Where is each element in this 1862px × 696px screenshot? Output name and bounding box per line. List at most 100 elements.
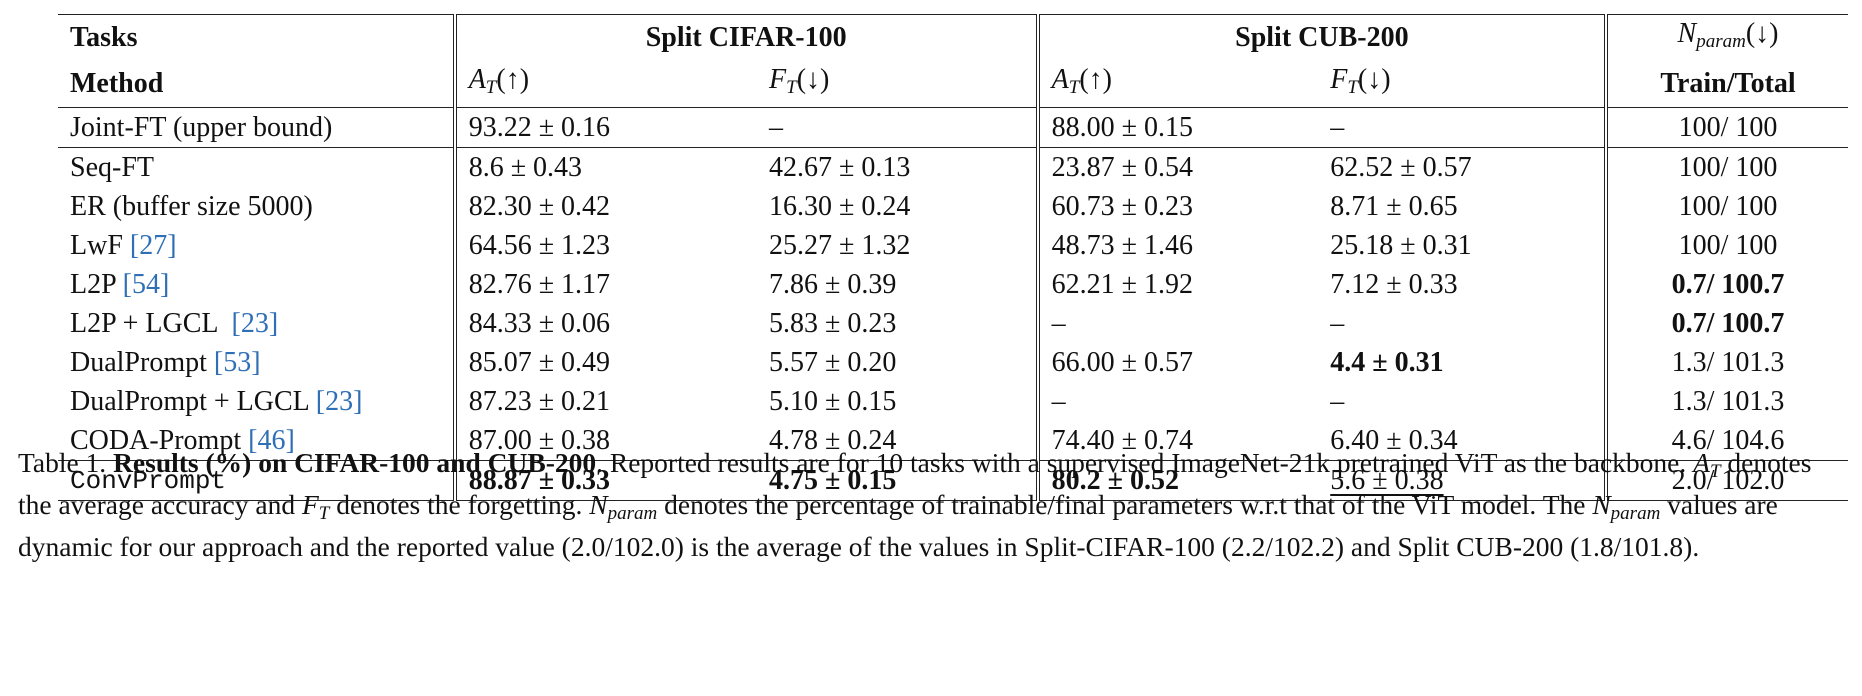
caption-bold-title: Results (%) on CIFAR-100 and CUB-200 (113, 447, 597, 478)
header-nparam: Nparam(↓) (1606, 14, 1848, 61)
citation-link[interactable]: [23] (315, 385, 363, 417)
nparam-cell: 1.3/ 101.3 (1671, 385, 1785, 417)
cifar-forgetting-cell: 5.10 ± 0.15 (757, 382, 1040, 421)
table-caption: Table 1. Results (%) on CIFAR-100 and CU… (18, 446, 1838, 563)
caption-forgetting-sub: T (318, 503, 330, 524)
table-row: DualPrompt + LGCL [23] 87.23 ± 0.21 5.10… (58, 382, 1848, 421)
method-cell: CODA-Prompt [46] (58, 421, 457, 461)
cifar-accuracy-cell: 93.22 ± 0.16 (454, 107, 758, 148)
cub-accuracy-cell: 74.40 ± 0.74 (1051, 424, 1194, 456)
cifar-accuracy-cell: 84.33 ± 0.06 (468, 307, 611, 339)
cub-accuracy-cell: 60.73 ± 0.23 (1051, 190, 1194, 222)
caption-text: values are dynamic for our approach and … (18, 489, 1778, 562)
citation-link[interactable]: [54] (122, 268, 170, 300)
nparam-arrow: (↓) (1745, 18, 1779, 49)
header-cifar-accuracy: AT(↑) (455, 61, 757, 108)
results-table: Tasks Split CIFAR-100 Split CUB-200 Npar… (58, 14, 1848, 501)
cub-forgetting-cell: 7.12 ± 0.33 (1318, 265, 1609, 304)
citation-link[interactable]: [53] (213, 346, 261, 378)
nparam-cell: 4.6/ 104.6 (1671, 424, 1785, 456)
method-cell: Joint-FT (upper bound) (58, 107, 457, 148)
nparam-cell: 2.0/ 102.0 (1606, 460, 1848, 501)
method-name: DualPrompt + LGCL (70, 385, 316, 417)
caption-text: denotes the average accuracy and (18, 447, 1812, 520)
method-name: ER (buffer size 5000) (70, 190, 313, 222)
header-row-method: Method AT(↑) FT(↓) AT(↑) FT(↓) Train/Tot… (58, 61, 1848, 108)
cub-accuracy-cell: 62.21 ± 1.92 (1051, 268, 1194, 300)
method-name: LwF (70, 229, 130, 261)
caption-text: denotes the forgetting. (329, 489, 590, 520)
table-row-ours: ConvPrompt 88.87 ± 0.33 4.75 ± 0.15 80.2… (58, 460, 1848, 501)
forgetting-arrow: (↓) (796, 64, 830, 95)
method-cell: L2P + LGCL [23] (58, 304, 457, 343)
caption-accuracy-sub: T (1709, 461, 1721, 482)
table-row: CODA-Prompt [46] 87.00 ± 0.38 4.78 ± 0.2… (58, 421, 1848, 461)
method-cell: LwF [27] (58, 226, 457, 265)
cub-forgetting-cell: 4.4 ± 0.31 (1318, 343, 1609, 382)
header-train-total: Train/Total (1660, 68, 1796, 99)
cub-accuracy-cell: – (1051, 307, 1066, 339)
header-cub-accuracy: AT(↑) (1038, 61, 1319, 108)
table-row: Joint-FT (upper bound) 93.22 ± 0.16 – 88… (58, 107, 1848, 148)
method-name: Seq-FT (70, 151, 154, 183)
cub-forgetting-cell: – (1318, 107, 1609, 148)
cifar-forgetting-cell: 4.78 ± 0.24 (757, 421, 1040, 461)
accuracy-arrow: (↑) (1079, 64, 1112, 95)
method-name: L2P (70, 268, 123, 300)
cub-forgetting-cell: 5.6 ± 0.38 (1318, 460, 1609, 501)
citation-link[interactable]: [46] (248, 424, 295, 456)
table-row: ER (buffer size 5000) 82.30 ± 0.42 16.30… (58, 187, 1848, 226)
caption-nparam-symbol: N (589, 489, 608, 520)
method-cell: L2P [54] (58, 265, 457, 304)
method-name: ConvPrompt (70, 466, 227, 496)
cifar-accuracy-cell: 87.00 ± 0.38 (468, 424, 611, 456)
nparam-base: N (1677, 18, 1697, 49)
cub-forgetting-cell: – (1318, 382, 1609, 421)
accuracy-symbol: A (1051, 64, 1069, 95)
cub-forgetting-cell: 6.40 ± 0.34 (1318, 421, 1609, 461)
header-tasks: Tasks (58, 14, 457, 61)
caption-accuracy-symbol: A (1693, 447, 1710, 478)
nparam-cell: 0.7/ 100.7 (1671, 307, 1785, 339)
cifar-forgetting-cell: 25.27 ± 1.32 (757, 226, 1040, 265)
cifar-forgetting-cell: 5.57 ± 0.20 (757, 343, 1040, 382)
caption-text: . Reported results are for 10 tasks with… (596, 447, 1694, 478)
method-cell: ConvPrompt (58, 460, 457, 501)
forgetting-sub: T (786, 77, 797, 98)
accuracy-arrow: (↑) (496, 64, 530, 95)
method-cell: DualPrompt [53] (58, 343, 457, 382)
forgetting-sub: T (1347, 77, 1358, 98)
nparam-cell: 1.3/ 101.3 (1671, 346, 1785, 378)
cub-accuracy-cell: 23.87 ± 0.54 (1037, 147, 1319, 187)
cifar-accuracy-cell: 87.23 ± 0.21 (468, 385, 611, 417)
cifar-forgetting-cell: 42.67 ± 0.13 (757, 147, 1040, 187)
nparam-cell: 0.7/ 100.7 (1671, 268, 1785, 300)
accuracy-sub: T (485, 77, 497, 98)
method-cell: DualPrompt + LGCL [23] (58, 382, 457, 421)
cifar-accuracy-cell: 8.6 ± 0.43 (454, 147, 758, 187)
citation-link[interactable]: [27] (129, 229, 177, 261)
forgetting-arrow: (↓) (1357, 64, 1391, 95)
underlined-value: 5.6 ± 0.38 (1330, 464, 1444, 496)
nparam-cell: 100/ 100 (1606, 107, 1848, 148)
method-cell: ER (buffer size 5000) (58, 187, 457, 226)
accuracy-symbol: A (468, 64, 486, 95)
header-split-cifar: Split CIFAR-100 (454, 14, 1040, 61)
header-method: Method (58, 61, 457, 108)
cifar-forgetting-cell: 7.86 ± 0.39 (757, 265, 1040, 304)
caption-forgetting-symbol: F (301, 489, 319, 520)
caption-text: denotes the percentage of trainable/fina… (657, 489, 1593, 520)
table-row: DualPrompt [53] 85.07 ± 0.49 5.57 ± 0.20… (58, 343, 1848, 382)
header-cub-forgetting: FT(↓) (1318, 61, 1609, 108)
cifar-forgetting-cell: 4.75 ± 0.15 (757, 460, 1040, 501)
citation-link[interactable]: [23] (231, 307, 279, 339)
caption-nparam-symbol: N (1592, 489, 1611, 520)
cifar-forgetting-cell: 5.83 ± 0.23 (757, 304, 1040, 343)
caption-nparam-sub: param (607, 503, 658, 524)
cifar-forgetting-cell: 16.30 ± 0.24 (757, 187, 1040, 226)
cifar-accuracy-cell: 85.07 ± 0.49 (468, 346, 611, 378)
forgetting-symbol: F (769, 64, 787, 95)
forgetting-symbol: F (1330, 64, 1348, 95)
cub-forgetting-cell: 25.18 ± 0.31 (1318, 226, 1609, 265)
cub-forgetting-cell: 8.71 ± 0.65 (1318, 187, 1609, 226)
